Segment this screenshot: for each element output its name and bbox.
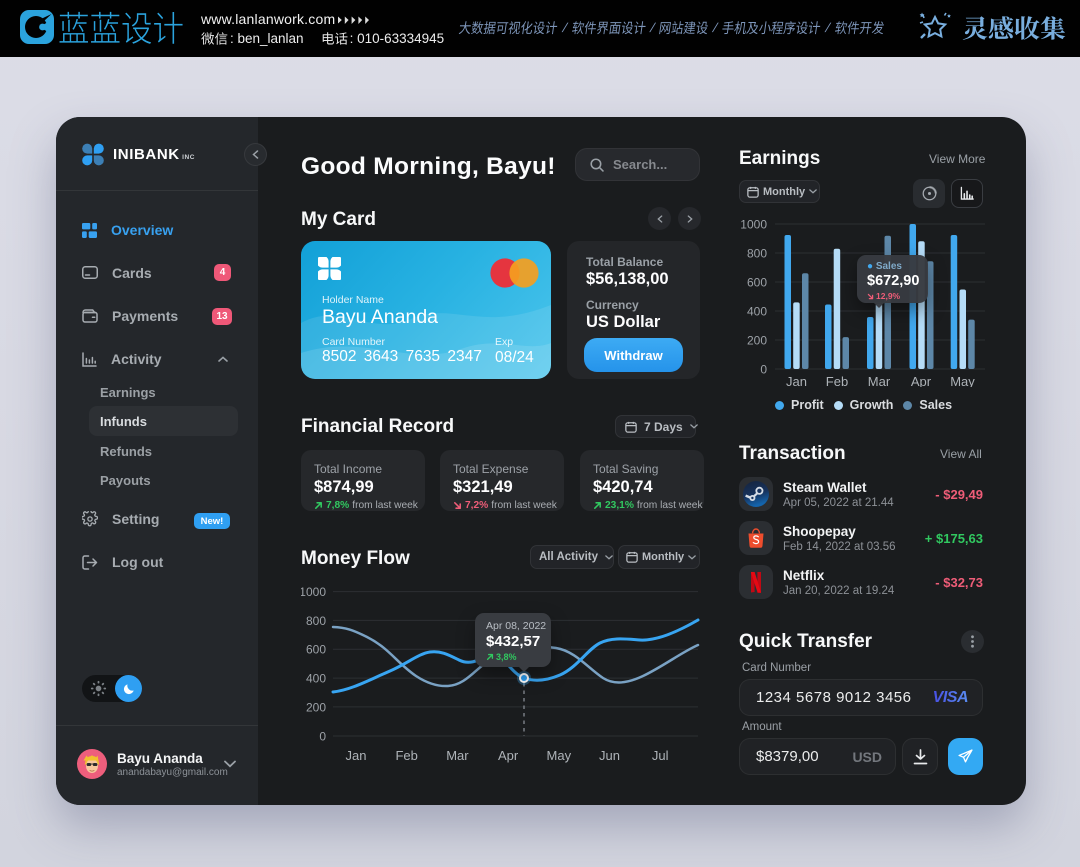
svg-text:Feb: Feb [826,374,848,387]
svg-text:800: 800 [306,614,326,628]
svg-text:Mar: Mar [446,748,469,763]
svg-text:Jan: Jan [346,748,367,763]
svg-text:Apr: Apr [498,748,519,763]
svg-text:1000: 1000 [740,218,767,232]
svg-text:400: 400 [747,305,767,319]
svg-text:Jan: Jan [786,374,807,387]
svg-text:600: 600 [306,643,326,657]
svg-text:800: 800 [747,247,767,261]
svg-text:1000: 1000 [301,585,326,599]
svg-text:Mar: Mar [868,374,891,387]
svg-text:Jun: Jun [599,748,620,763]
svg-text:Apr: Apr [911,374,932,387]
svg-text:600: 600 [747,276,767,290]
svg-text:Jul: Jul [652,748,669,763]
svg-text:200: 200 [747,334,767,348]
svg-text:May: May [547,748,572,763]
svg-text:200: 200 [306,700,326,714]
svg-text:0: 0 [319,729,326,743]
svg-text:0: 0 [760,363,767,377]
svg-text:May: May [950,374,975,387]
svg-text:400: 400 [306,672,326,686]
svg-text:Feb: Feb [395,748,417,763]
